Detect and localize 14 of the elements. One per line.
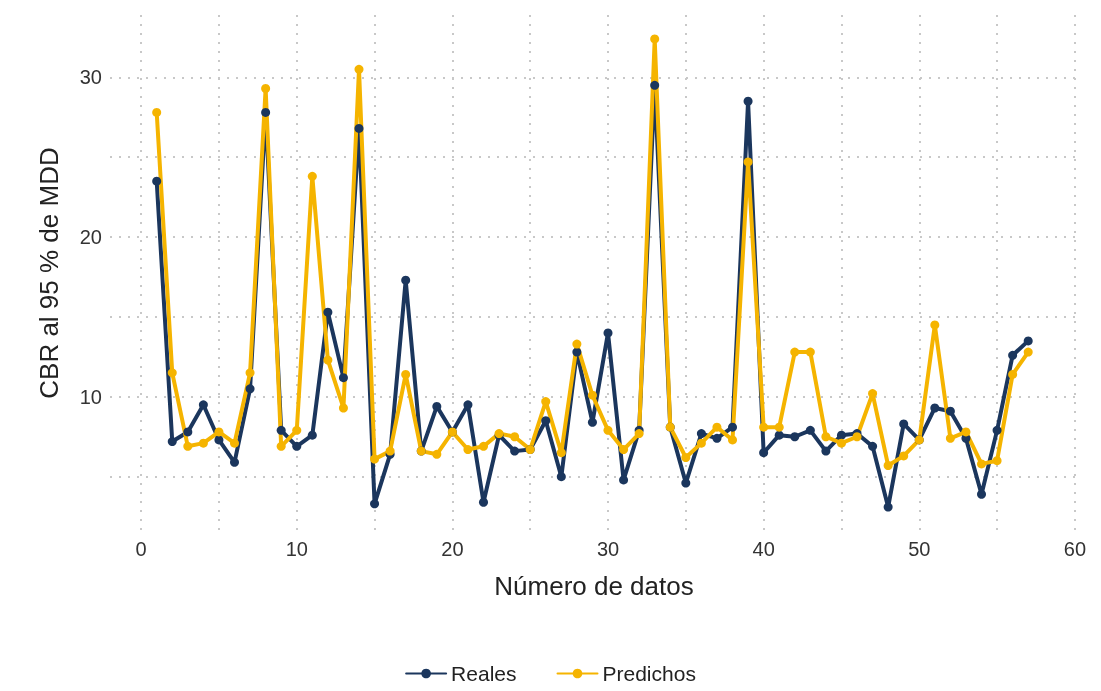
x-tick-label: 0: [135, 538, 147, 560]
y-tick-label: 10: [79, 385, 102, 408]
y-tick-label: 30: [79, 66, 102, 89]
legend-label: Reales: [451, 662, 517, 685]
x-tick-label: 30: [596, 538, 620, 560]
x-tick-label: 60: [1063, 538, 1087, 560]
x-tick-label: 40: [752, 538, 775, 560]
y-tick-label: 20: [79, 226, 102, 249]
x-tick-label: 50: [908, 538, 931, 560]
y-axis-title: CBR al 95 % de MDD: [34, 147, 64, 399]
x-tick-label: 20: [441, 538, 464, 560]
legend-label: Predichos: [602, 662, 696, 685]
x-axis-title: Número de datos: [494, 571, 694, 601]
x-tick-label: 10: [285, 538, 308, 560]
